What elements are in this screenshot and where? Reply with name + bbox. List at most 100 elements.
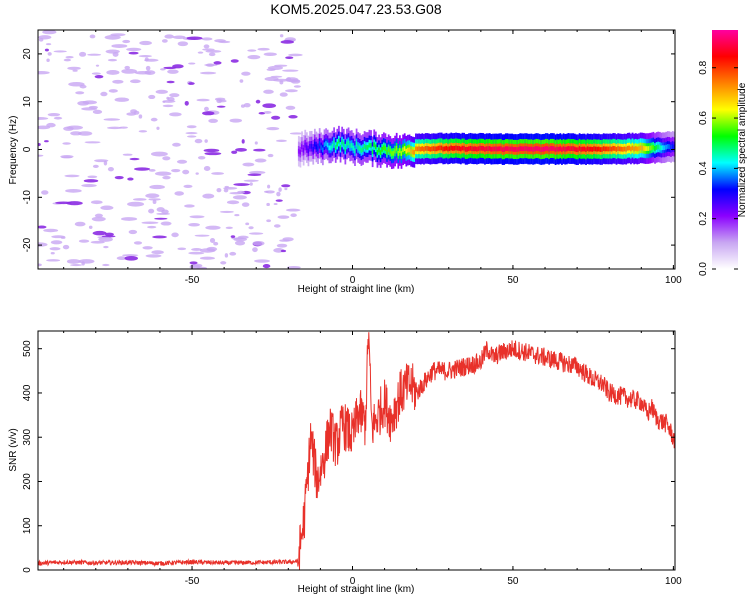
spectrogram-signal-cell: [297, 148, 300, 154]
spectrogram-signal-cell: [641, 145, 644, 151]
spectrogram-noise-cell: [103, 245, 109, 249]
spectrogram-noise-cell: [254, 158, 267, 163]
spectrogram-signal-cell: [646, 146, 648, 151]
spectrogram-signal-cell: [514, 147, 517, 152]
spectrogram-signal-cell: [599, 147, 602, 152]
spectrogram-noise-cell: [235, 147, 247, 152]
spectrogram-noise-cell: [197, 51, 204, 54]
spectrogram-noise-cell: [223, 188, 229, 193]
spectrogram-noise-cell: [141, 221, 159, 224]
spectrogram-noise-cell: [41, 190, 49, 195]
spectrogram-signal-cell: [581, 146, 584, 152]
spectrogram-signal-cell: [665, 144, 668, 150]
spectrogram-noise-cell: [104, 232, 114, 237]
spectrogram-noise-cell: [224, 253, 229, 258]
spectrogram-signal-cell: [323, 142, 326, 148]
spectrogram-noise-cell: [253, 148, 266, 152]
spectrogram-noise-cell: [160, 68, 166, 71]
spectrogram-noise-cell: [230, 59, 239, 63]
spectrogram-noise-cell: [44, 140, 49, 143]
spectrogram-noise-cell: [120, 217, 138, 221]
spectrogram-signal-cell: [365, 145, 368, 150]
spectrogram-noise-cell: [285, 56, 294, 60]
spectrogram-signal-cell: [606, 146, 608, 152]
spectrogram-signal-cell: [395, 145, 398, 151]
snr-ytick-label: 0: [22, 567, 33, 573]
spectrogram-signal-cell: [614, 146, 616, 151]
spectrogram-signal-cell: [309, 144, 311, 149]
spectrogram-signal-cell: [639, 145, 642, 151]
spectrogram-signal-cell: [528, 146, 531, 152]
spectrogram-signal-cell: [633, 146, 636, 152]
spectrogram-signal-cell: [668, 144, 671, 150]
spectrogram-xlabel: Height of straight line (km): [298, 284, 415, 295]
spectrogram-noise-cell: [239, 79, 244, 83]
spectrogram-signal-cell: [451, 146, 454, 151]
spectrogram-noise-cell: [274, 64, 288, 67]
spectrogram-signal-cell: [527, 146, 530, 152]
spectrogram-signal-cell: [594, 146, 597, 152]
spectrogram-noise-cell: [188, 62, 196, 65]
spectrogram-signal-cell: [589, 146, 592, 152]
spectrogram-noise-cell: [224, 185, 229, 188]
spectrogram-signal-cell: [662, 145, 664, 151]
spectrogram-noise-cell: [50, 252, 55, 255]
spectrogram-signal-cell: [577, 147, 579, 153]
spectrogram-signal-cell: [455, 145, 457, 151]
spectrogram-signal-cell: [658, 144, 661, 150]
spectrogram-noise-cell: [237, 190, 245, 194]
spectrogram-noise-cell: [38, 125, 51, 130]
spectrogram-noise-cell: [194, 138, 203, 144]
spectrogram-noise-cell: [252, 240, 265, 246]
spectrogram-ylabel: Frequency (Hz): [8, 116, 19, 185]
spectrogram-signal-cell: [623, 146, 626, 152]
spectrogram-signal-cell: [618, 146, 621, 152]
spectrogram-noise-cell: [166, 80, 175, 84]
spectrogram-signal-cell: [580, 146, 583, 152]
spectrogram-signal-cell: [318, 141, 321, 146]
spectrogram-noise-cell: [169, 93, 180, 98]
snr-ytick-label: 300: [22, 428, 33, 445]
spectrogram-signal-cell: [564, 146, 567, 152]
spectrogram-signal-cell: [496, 146, 499, 152]
spectrogram-noise-cell: [142, 246, 153, 250]
spectrogram-signal-cell: [336, 141, 339, 147]
spectrogram-signal-cell: [551, 146, 554, 151]
spectrogram-noise-cell: [183, 184, 193, 189]
spectrogram-signal-cell: [504, 146, 507, 152]
spectrogram-noise-cell: [186, 125, 197, 129]
spectrogram-signal-cell: [381, 146, 384, 152]
spectrogram-signal-cell: [503, 147, 506, 152]
spectrogram-signal-cell: [413, 150, 416, 155]
spectrogram-noise-cell: [98, 236, 113, 242]
spectrogram-noise-cell: [188, 82, 195, 85]
spectrogram-noise-cell: [90, 200, 103, 205]
spectrogram-noise-cell: [47, 52, 52, 56]
spectrogram-noise-cell: [249, 182, 253, 186]
spectrogram-signal-cell: [320, 145, 323, 151]
spectrogram-noise-cell: [89, 34, 96, 39]
spectrogram-signal-cell: [602, 146, 605, 151]
spectrogram-signal-cell: [423, 146, 425, 152]
spectrogram-noise-cell: [219, 210, 234, 213]
spectrogram-noise-cell: [197, 156, 206, 160]
spectrogram-signal-cell: [469, 145, 472, 151]
spectrogram-noise-cell: [61, 156, 73, 159]
spectrogram-noise-cell: [124, 65, 130, 70]
spectrogram-noise-cell: [42, 30, 57, 35]
spectrogram-signal-cell: [586, 146, 589, 152]
spectrogram-noise-cell: [74, 221, 86, 227]
spectrogram-noise-cell: [231, 237, 244, 240]
spectrogram-signal-cell: [516, 147, 518, 152]
spectrogram-noise-cell: [133, 110, 140, 115]
spectrogram-signal-cell: [392, 150, 395, 156]
spectrogram-signal-cell: [426, 146, 429, 151]
spectrogram-signal-cell: [655, 145, 658, 150]
spectrogram-signal-cell: [434, 146, 437, 152]
spectrogram-signal-cell: [366, 145, 369, 150]
spectrogram-noise-cell: [184, 100, 189, 106]
spectrogram-noise-cell: [111, 44, 128, 48]
snr-ylabel: SNR (v/v): [8, 428, 19, 471]
spectrogram-noise-cell: [139, 40, 152, 46]
